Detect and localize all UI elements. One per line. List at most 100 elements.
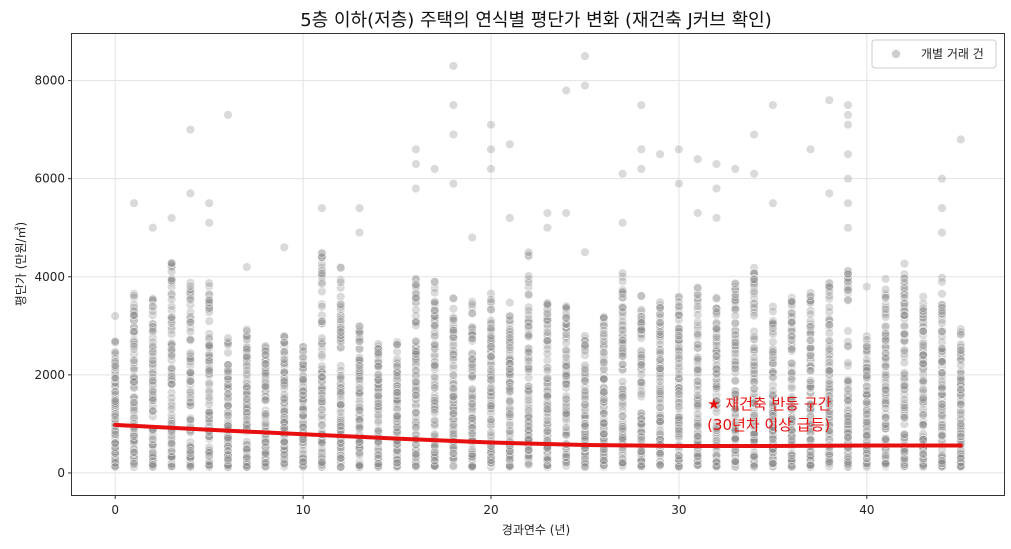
data-point [693,339,703,349]
data-point [148,406,158,416]
data-point [636,144,646,154]
data-point [110,396,120,406]
data-point [110,370,120,380]
data-point [336,277,346,287]
data-point [129,289,139,299]
data-point [223,401,233,411]
data-point [185,125,195,135]
data-point [524,445,534,455]
data-point [937,422,947,432]
data-point [768,198,778,208]
data-point [242,262,252,272]
data-point [899,358,909,368]
data-point [185,294,195,304]
data-point [599,329,609,339]
data-point [749,353,759,363]
data-point [167,404,177,414]
data-point [636,461,646,471]
data-point [843,174,853,184]
data-point [223,446,233,456]
data-point [618,392,628,402]
data-point [242,394,252,404]
data-point [279,394,289,404]
data-point [561,313,571,323]
data-point [937,343,947,353]
data-point [542,415,552,425]
data-point [618,268,628,278]
data-point [787,435,797,445]
data-point [486,427,496,437]
data-point [129,310,139,320]
data-point [843,120,853,130]
data-point [411,422,421,432]
data-point [148,359,158,369]
data-point [448,428,458,439]
data-point [185,353,195,364]
data-point [730,304,740,314]
data-point [317,394,327,404]
data-point [129,326,139,337]
data-point [899,310,909,320]
data-point [298,422,308,432]
data-point [167,213,177,223]
data-point [918,394,928,404]
data-point [204,388,214,398]
data-point [693,355,703,365]
data-point [167,339,177,349]
data-point [918,449,928,460]
data-point [768,100,778,110]
data-point [618,276,628,286]
data-point [542,349,552,359]
data-point [542,404,552,414]
data-point [110,448,120,458]
data-point [448,461,458,471]
data-point [843,285,853,295]
data-point [411,183,421,194]
data-point [242,352,252,362]
data-point [899,429,909,439]
data-point [185,380,195,390]
data-point [223,433,233,443]
data-point [110,455,120,465]
data-point [336,453,346,464]
data-point [298,346,308,356]
data-point [768,347,778,357]
data-point [279,337,289,347]
data-point [655,149,665,159]
data-point [881,274,891,284]
data-point [580,462,590,472]
data-point [467,429,477,439]
data-point [204,417,214,427]
data-point [185,281,195,291]
data-point [185,188,195,198]
data-point [167,446,177,457]
data-point [899,329,909,339]
data-point [824,456,834,466]
data-point [260,448,271,458]
data-point [524,247,534,257]
data-point [824,366,834,376]
data-point [918,410,928,420]
data-point [317,361,327,371]
data-point [129,342,139,352]
data-point [655,327,665,337]
data-point [279,376,289,386]
scatter-points [110,51,966,472]
data-point [618,169,628,179]
data-point [448,409,458,419]
data-point [148,448,158,458]
data-point [430,164,440,174]
data-point [185,367,195,377]
data-point [167,305,177,315]
data-point [505,364,515,374]
data-point [749,274,759,284]
data-point [448,129,458,140]
data-point [655,449,665,459]
data-point [843,432,853,442]
data-point [486,164,496,174]
data-point [749,451,759,461]
data-point [655,460,665,470]
data-point [411,461,421,471]
legend-entry-label: 개별 거래 건 [921,47,984,61]
data-point [580,247,590,257]
